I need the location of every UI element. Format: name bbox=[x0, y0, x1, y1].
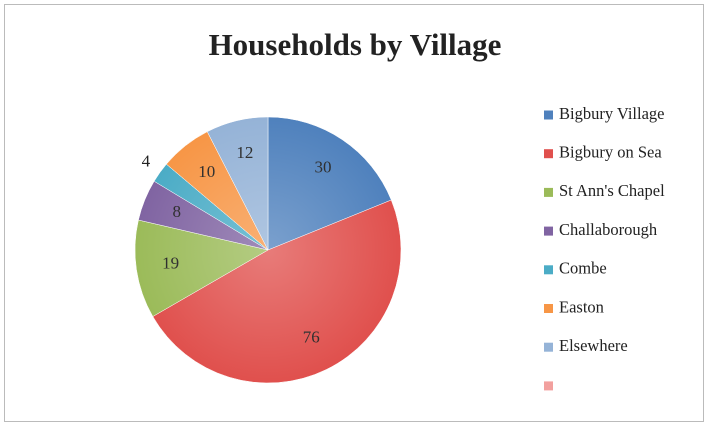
legend-label: Easton bbox=[559, 297, 604, 316]
pie: 30 76 19 8 4 10 12 bbox=[134, 116, 402, 384]
data-label: 8 bbox=[173, 202, 182, 221]
legend-swatch bbox=[544, 381, 553, 391]
data-label: 4 bbox=[142, 151, 151, 170]
legend-swatch bbox=[544, 226, 553, 236]
legend-swatch bbox=[544, 342, 553, 352]
data-label: 30 bbox=[314, 157, 331, 176]
legend-label: Bigbury Village bbox=[559, 104, 665, 123]
legend-swatch bbox=[544, 265, 553, 275]
chart-title: Households by Village bbox=[209, 27, 502, 62]
data-label: 19 bbox=[162, 253, 179, 272]
legend-label: Challaborough bbox=[559, 220, 658, 239]
legend-label: Combe bbox=[559, 259, 607, 278]
legend-label: Elsewhere bbox=[559, 336, 628, 355]
legend-swatch bbox=[544, 304, 553, 313]
legend-swatch bbox=[544, 149, 553, 159]
data-label: 76 bbox=[303, 327, 320, 346]
data-label: 12 bbox=[236, 143, 253, 162]
data-label: 10 bbox=[198, 162, 215, 181]
legend-label: St Ann's Chapel bbox=[559, 181, 665, 200]
legend-swatch bbox=[544, 187, 553, 197]
legend-swatch bbox=[544, 110, 553, 120]
legend-label: Bigbury on Sea bbox=[559, 142, 662, 161]
legend: Bigbury Village Bigbury on Sea St Ann's Ch… bbox=[544, 104, 665, 391]
